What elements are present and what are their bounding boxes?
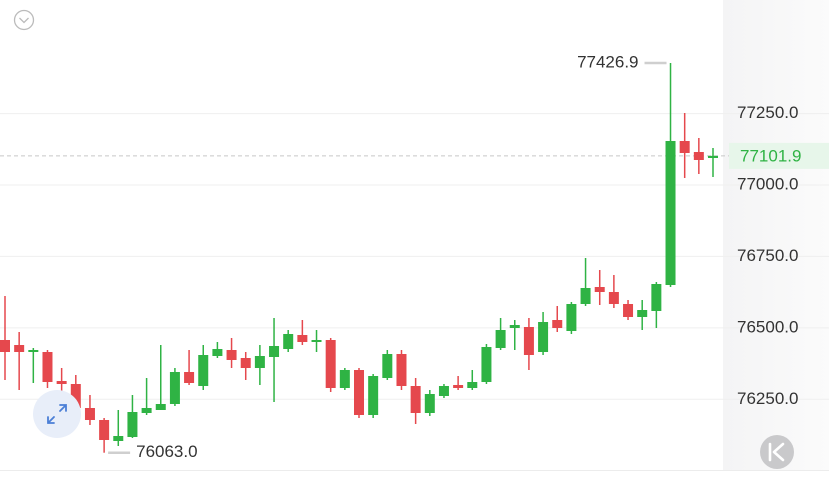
labels: 76250.0 76500.0 76750.0 77000.0 77250.0 77426… xyxy=(108,53,829,461)
candle-body xyxy=(523,327,534,355)
candle-body xyxy=(396,354,407,386)
candle-body xyxy=(637,310,648,317)
last-price-box xyxy=(729,142,829,169)
grid xyxy=(0,113,829,400)
expand-button[interactable] xyxy=(33,390,81,438)
candle-body xyxy=(382,354,393,378)
candle-body xyxy=(708,155,718,158)
candle-body xyxy=(453,385,464,388)
candle-body xyxy=(467,382,478,388)
candle-body xyxy=(127,412,138,437)
candle-body xyxy=(141,408,152,413)
candle-body xyxy=(311,340,322,342)
candle-body xyxy=(693,152,704,160)
candle-body xyxy=(184,372,195,383)
candle-body xyxy=(368,376,379,415)
scroll-latest-button[interactable] xyxy=(760,435,794,469)
candle-body xyxy=(155,404,166,410)
candle-body xyxy=(14,345,25,352)
candle-body xyxy=(679,141,690,153)
candles xyxy=(0,63,718,453)
candle-body xyxy=(438,386,449,396)
candle-body xyxy=(538,322,549,352)
candle-body xyxy=(240,358,251,368)
candle-body xyxy=(198,355,209,386)
candle-body xyxy=(325,340,336,388)
candle-body xyxy=(424,394,435,413)
candle-body xyxy=(254,356,265,368)
candle-body xyxy=(552,320,563,328)
candle-body xyxy=(651,284,662,311)
candle-body xyxy=(269,346,280,357)
candle-body xyxy=(169,372,180,404)
candle-body xyxy=(354,370,364,415)
candle-body xyxy=(623,304,634,317)
last-price-label: 77101.9 xyxy=(740,146,801,165)
candle-body xyxy=(0,340,10,352)
candle-body xyxy=(212,349,223,356)
price-axis-bg xyxy=(723,0,829,470)
collapse-button[interactable] xyxy=(13,9,35,31)
y-tick-label: 77000.0 xyxy=(737,174,798,193)
candle-body xyxy=(113,436,124,441)
candle-body xyxy=(297,335,308,342)
candle-body xyxy=(28,350,39,352)
candle-body xyxy=(410,386,421,413)
max-label: 77426.9 xyxy=(577,53,638,72)
candle-body xyxy=(665,141,676,285)
candle-body xyxy=(70,384,81,408)
candle-body xyxy=(481,347,492,382)
candle-body xyxy=(42,352,53,382)
candle-body xyxy=(566,304,577,331)
candle-body xyxy=(339,370,350,388)
candle-body xyxy=(608,292,619,304)
y-tick-label: 76250.0 xyxy=(737,389,798,408)
candle-body xyxy=(495,330,506,348)
candle-body xyxy=(580,288,591,304)
y-tick-label: 77250.0 xyxy=(737,103,798,122)
min-label: 76063.0 xyxy=(136,442,197,461)
y-tick-label: 76500.0 xyxy=(737,317,798,336)
candle-body xyxy=(594,287,605,292)
candle-body xyxy=(226,350,237,360)
y-tick-label: 76750.0 xyxy=(737,246,798,265)
candle-body xyxy=(283,334,294,349)
candle-body xyxy=(509,325,520,328)
candle-body xyxy=(99,420,110,440)
candle-body xyxy=(56,381,67,384)
candle-body xyxy=(84,408,95,420)
